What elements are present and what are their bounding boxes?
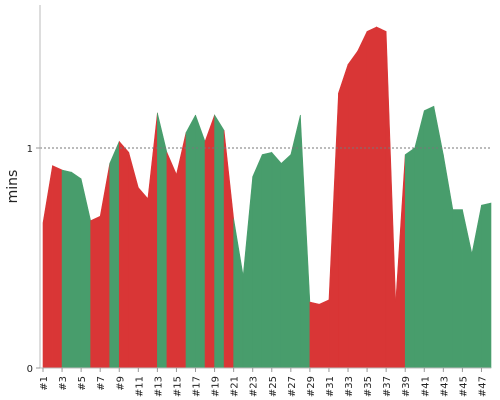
area-segment-38: [395, 154, 406, 369]
area-segment-20: [223, 130, 234, 369]
x-tick-label: #27: [287, 376, 298, 397]
x-tick-label: #33: [344, 376, 355, 397]
x-tick-label: #25: [268, 376, 279, 397]
area-segment-11: [138, 186, 149, 369]
area-segment-44: [452, 209, 463, 369]
x-tick-label: #11: [134, 376, 145, 397]
area-segment-8: [109, 141, 120, 369]
area-segment-33: [347, 50, 358, 369]
x-tick-label: #41: [420, 376, 431, 397]
x-tick-label: #3: [58, 376, 69, 391]
area-segment-4: [71, 171, 82, 369]
area-segment-35: [366, 26, 377, 369]
area-segment-12: [147, 112, 158, 369]
area-segment-41: [423, 105, 435, 369]
area-segment-1: [42, 165, 53, 369]
area-segment-45: [462, 209, 473, 369]
x-tick-label: #31: [325, 376, 336, 397]
area-segment-40: [414, 110, 425, 369]
area-segment-32: [338, 64, 349, 369]
x-tick-label: #37: [382, 376, 393, 397]
x-tick-label: #45: [458, 376, 469, 397]
area-segment-21: [233, 218, 244, 369]
area-segment-28: [300, 114, 311, 369]
x-tick-label: #9: [115, 376, 126, 391]
area-segment-7: [99, 163, 111, 369]
y-axis-ticks: 01: [27, 144, 40, 375]
area-segment-29: [309, 301, 320, 369]
area-segment-5: [80, 178, 91, 369]
area-segment-9: [118, 140, 130, 369]
area-segment-16: [185, 114, 196, 369]
area-segment-43: [443, 154, 454, 369]
x-tick-label: #23: [249, 376, 260, 397]
area-segment-23: [252, 154, 263, 369]
area-segment-39: [404, 147, 416, 369]
area-segment-10: [128, 152, 139, 369]
area-series: [42, 26, 492, 369]
area-segment-25: [271, 151, 282, 369]
area-segment-19: [214, 113, 225, 369]
area-segment-37: [385, 31, 396, 369]
x-tick-label: #13: [153, 376, 164, 397]
area-segment-30: [319, 299, 330, 369]
x-tick-label: #15: [172, 376, 183, 397]
area-segment-47: [481, 202, 492, 369]
area-segment-34: [357, 31, 368, 369]
area-segment-26: [280, 153, 292, 369]
x-tick-label: #43: [439, 376, 450, 397]
y-tick-label: 0: [27, 364, 33, 375]
area-segment-24: [261, 152, 273, 369]
y-tick-label: 1: [27, 144, 33, 155]
x-tick-label: #1: [39, 376, 50, 391]
x-tick-label: #19: [211, 376, 222, 397]
x-tick-label: #5: [77, 376, 88, 391]
x-tick-label: #17: [192, 376, 203, 397]
area-segment-22: [242, 176, 254, 369]
area-segment-3: [61, 169, 72, 369]
area-segment-2: [52, 165, 63, 369]
x-axis-ticks: #1 #3 #5 #7 #9 #11 #13 #15 #17 #19 #21 #23 #25 #27 #29…: [39, 368, 488, 397]
area-segment-31: [328, 92, 339, 369]
area-segment-46: [471, 205, 482, 369]
area-segment-6: [90, 215, 101, 369]
y-axis-title: mins: [5, 170, 21, 204]
x-tick-label: #35: [363, 376, 374, 397]
area-segment-14: [166, 152, 177, 369]
area-segment-17: [195, 114, 206, 369]
x-tick-label: #39: [401, 376, 412, 397]
area-segment-13: [157, 112, 168, 369]
x-tick-label: #7: [96, 376, 107, 391]
area-segment-42: [433, 106, 444, 369]
area-segment-18: [204, 114, 215, 369]
area-segment-15: [176, 132, 187, 369]
area-segment-36: [376, 26, 387, 369]
x-tick-label: #29: [306, 376, 317, 397]
x-tick-label: #21: [230, 376, 241, 397]
x-tick-label: #47: [477, 376, 488, 397]
area-segment-27: [290, 114, 301, 369]
